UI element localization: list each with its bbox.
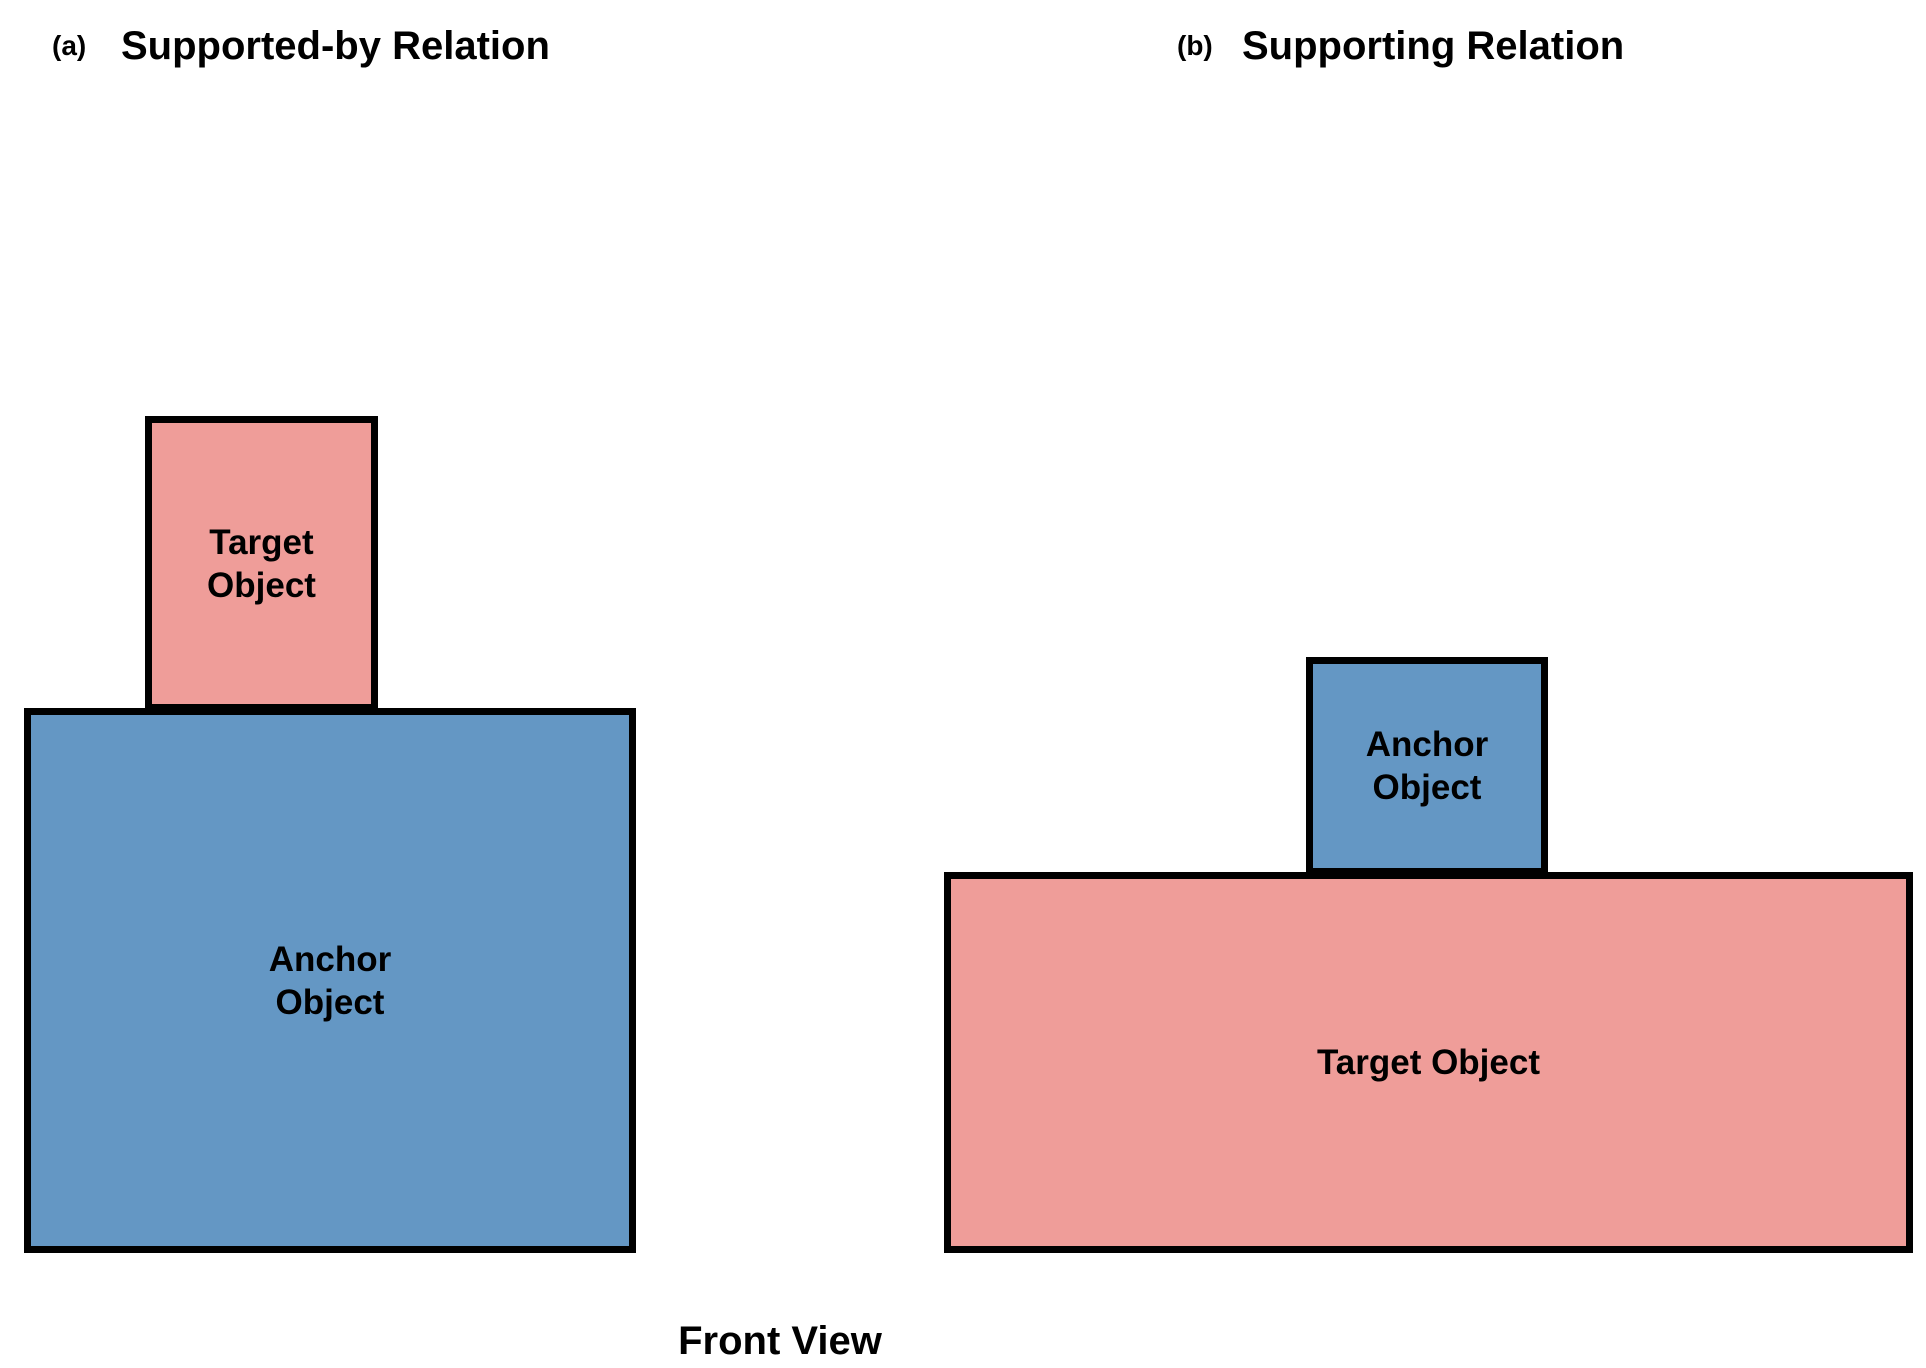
panel-b-anchor-object-label: Anchor Object <box>1366 723 1489 809</box>
panel-a-anchor-object-label-line-1: Anchor <box>268 939 392 979</box>
panel-a-label: (a) <box>52 30 87 61</box>
panel-b-target-object-label-line-1: Target Object <box>1316 1043 1540 1082</box>
panel-a-target-object-label: Target Object <box>207 521 316 607</box>
panel-a-target-object: Target Object <box>145 416 378 711</box>
panel-a-anchor-object-label-line-2: Object <box>275 982 385 1022</box>
panel-b-anchor-object-label-line-2: Object <box>1372 768 1482 807</box>
panel-b-target-object-label: Target Object <box>1317 1041 1540 1084</box>
panel-b-anchor-object: Anchor Object <box>1306 657 1548 875</box>
panel-b-label: (b) <box>1177 30 1213 61</box>
panel-a-anchor-object: Anchor Object <box>24 708 636 1253</box>
panel-a-target-object-label-line-1: Target <box>209 522 314 562</box>
panel-a-target-object-label-line-2: Object <box>207 565 316 605</box>
panel-a-title: Supported-by Relation <box>121 24 550 68</box>
panel-b-title: Supporting Relation <box>1242 24 1625 68</box>
panel-b-target-object: Target Object <box>944 872 1913 1253</box>
panel-b-anchor-object-label-line-1: Anchor <box>1365 725 1489 764</box>
view-caption: Front View <box>678 1319 882 1363</box>
panel-a-anchor-object-label: Anchor Object <box>269 938 392 1024</box>
